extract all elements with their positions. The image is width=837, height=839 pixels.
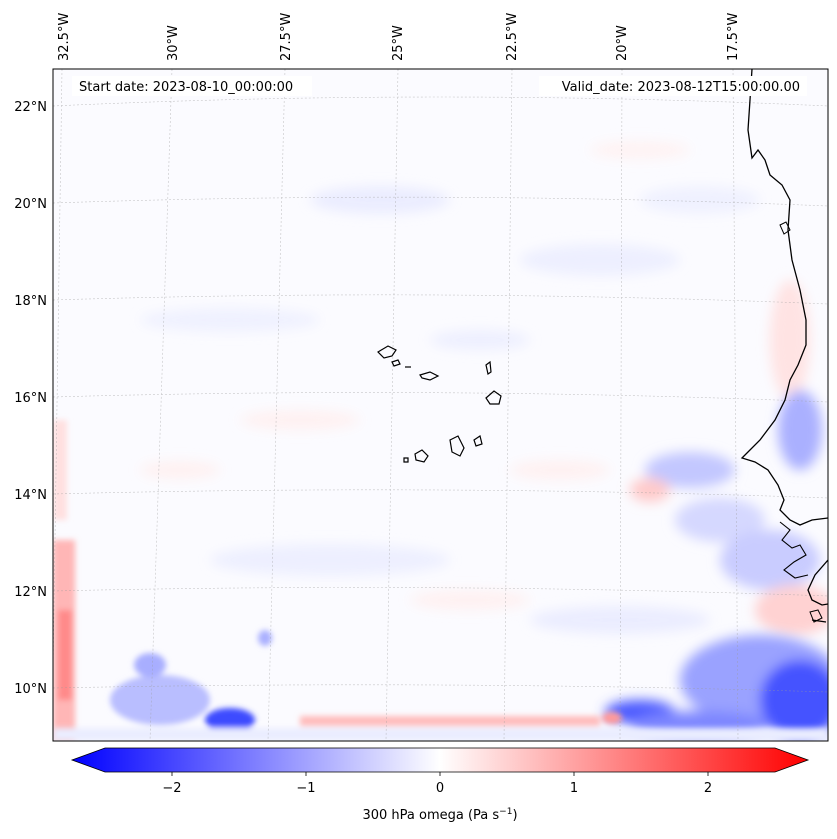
lon-label: 30°W bbox=[166, 25, 181, 61]
lon-label: 22.5°W bbox=[505, 13, 520, 61]
omega-field bbox=[53, 69, 828, 741]
coast-inlet bbox=[779, 521, 809, 579]
colorbar-tick-label: 0 bbox=[436, 781, 444, 796]
colorbar-tick-label: −2 bbox=[162, 781, 181, 796]
lat-label: 18°N bbox=[14, 294, 47, 309]
colorbar-tick-label: −1 bbox=[296, 781, 315, 796]
colorbar: −2 −1 0 1 2 300 hPa omega (Pa s−1) bbox=[70, 747, 810, 823]
lat-label: 12°N bbox=[14, 585, 47, 600]
start-date-label: Start date: 2023-08-10_00:00:00 bbox=[79, 80, 293, 95]
lat-label: 22°N bbox=[14, 100, 47, 115]
colorbar-label: 300 hPa omega (Pa s−1) bbox=[362, 807, 517, 823]
lon-label: 20°W bbox=[615, 25, 630, 61]
graticule bbox=[53, 69, 828, 741]
lat-label: 14°N bbox=[14, 488, 47, 503]
lon-label: 32.5°W bbox=[57, 13, 72, 61]
valid-date-label: Valid_date: 2023-08-12T15:00:00.00 bbox=[562, 80, 800, 95]
colorbar-tick-label: 2 bbox=[704, 781, 712, 796]
africa-coastline bbox=[740, 69, 828, 623]
lon-label: 25°W bbox=[391, 25, 406, 61]
latitude-labels: 22°N 20°N 18°N 16°N 14°N 12°N 10°N bbox=[14, 100, 47, 697]
lat-label: 10°N bbox=[14, 682, 47, 697]
valid-date-box bbox=[539, 76, 807, 96]
start-date-box bbox=[72, 76, 312, 96]
lat-label: 20°N bbox=[14, 197, 47, 212]
colorbar-ticks: −2 −1 0 1 2 bbox=[162, 772, 712, 796]
colorbar-tick-label: 1 bbox=[570, 781, 578, 796]
lon-label: 27.5°W bbox=[279, 13, 294, 61]
cape-verde-islands bbox=[377, 345, 502, 463]
lon-label: 17.5°W bbox=[726, 13, 741, 61]
colorbar-body bbox=[70, 747, 810, 773]
longitude-labels: 32.5°W 30°W 27.5°W 25°W 22.5°W 20°W 17.5… bbox=[57, 13, 741, 61]
coast-island bbox=[779, 221, 823, 623]
map-panel bbox=[52, 68, 829, 742]
lat-label: 16°N bbox=[14, 391, 47, 406]
